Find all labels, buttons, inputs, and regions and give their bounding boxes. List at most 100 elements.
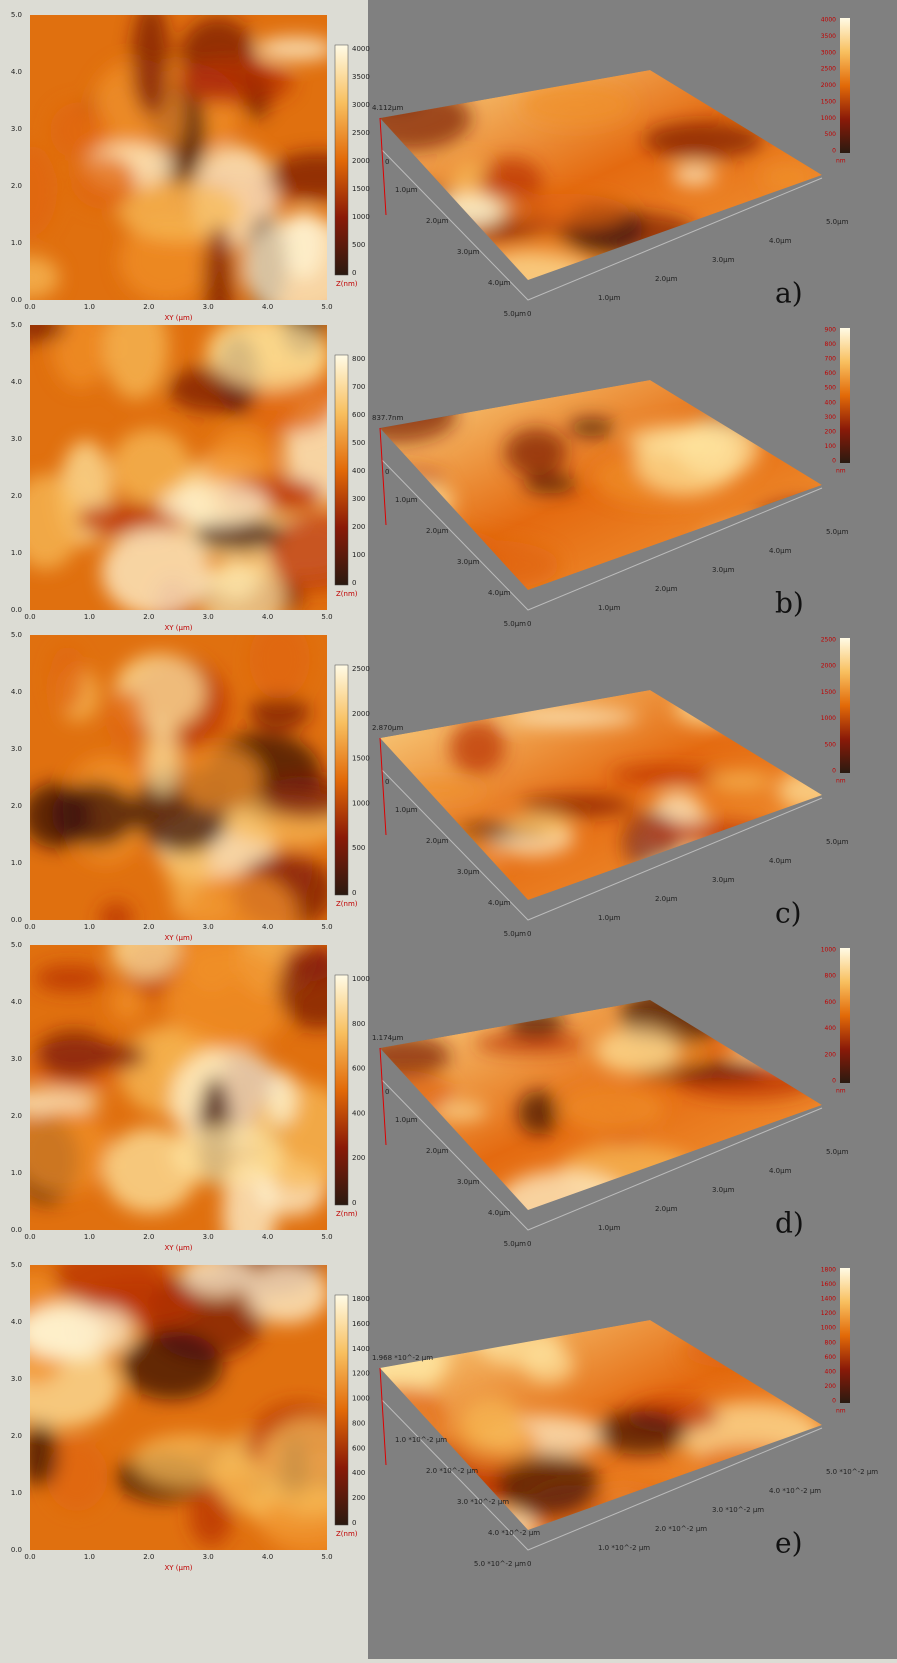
y-tick-label: 0.0 [11,916,22,924]
y-tick-label: 5.0 [11,11,22,19]
depth-tick-label: 3.0µm [457,1178,480,1186]
panel-label: d) [775,1207,804,1240]
y-tick-label: 1.0 [11,549,22,557]
colorbar-tick-label: 400 [352,467,365,475]
map-blob [182,872,297,957]
colorbar-tick-label: 0 [352,579,356,587]
height-map [0,1235,369,1558]
map-blob [104,296,168,399]
depth-tick-label: 4.0µm [488,279,511,287]
side-colorbar-tick: 0 [832,458,836,465]
map-blob [54,1246,166,1308]
depth-tick-label: 3.0µm [457,558,480,566]
x-tick-label: 5.0 [321,923,332,931]
colorbar-tick-label: 2000 [352,157,370,165]
side-colorbar-tick: 200 [825,1383,837,1390]
side-colorbar-tick: 1500 [821,689,836,696]
x-tick-label: 4.0 [262,1233,273,1241]
surface-blob [506,813,573,841]
height-label: 837.7nm [372,414,403,422]
origin-label: 0 [527,310,531,318]
x-tick-label: 0.0 [24,923,35,931]
front-tick-label: 3.0µm [712,256,735,264]
map-blob [249,620,310,699]
x-tick-label: 5.0 [321,1553,332,1561]
colorbar-tick-label: 3000 [352,101,370,109]
surface-blob [520,84,633,126]
colorbar [335,1295,348,1525]
colorbar-tick-label: 0 [352,1199,356,1207]
front-tick-label: 4.0µm [769,237,792,245]
y-tick-label: 0.0 [11,1546,22,1554]
x-tick-label: 0.0 [24,1233,35,1241]
side-colorbar-tick: 800 [825,973,837,980]
x-tick-label: 2.0 [143,613,154,621]
front-tick-label: 2.0µm [655,1205,678,1213]
x-tick-label: 3.0 [203,1553,214,1561]
side-colorbar-tick: 200 [825,428,837,435]
height-map [1,2,367,330]
front-tick-label: 3.0µm [712,566,735,574]
map-blob [268,516,364,591]
surface-blob [524,474,577,493]
colorbar-tick-label: 4000 [352,45,370,53]
colorbar-tick-label: 2500 [352,129,370,137]
height-map [0,900,359,1267]
side-colorbar-tick: 800 [825,341,837,348]
front-tick-label: 5.0µm [826,1148,849,1156]
depth-tick-label: 5.0µm [504,930,527,938]
side-colorbar-tick: 600 [825,999,837,1006]
y-tick-label: 4.0 [11,1318,22,1326]
depth-tick-label: 1.0µm [395,186,418,194]
x-tick-label: 3.0 [203,613,214,621]
origin-label: 0 [527,1240,531,1248]
side-colorbar-tick: 500 [825,385,837,392]
side-colorbar-unit: nm [836,778,846,785]
colorbar-tick-label: 600 [352,1444,365,1452]
x-tick-label: 5.0 [321,303,332,311]
front-tick-label: 2.0µm [655,585,678,593]
side-colorbar-tick: 0 [832,1398,836,1405]
height-map [22,620,355,958]
zero-label: 0 [385,468,389,476]
y-tick-label: 4.0 [11,998,22,1006]
colorbar-tick-label: 1000 [352,799,370,807]
side-colorbar-tick: 500 [825,741,837,748]
surface-blob [497,1453,600,1518]
y-tick-label: 0.0 [11,1226,22,1234]
depth-tick-label: 4.0µm [488,899,511,907]
side-colorbar-tick: 1000 [821,947,836,954]
map-blob [36,1030,111,1079]
colorbar-tick-label: 2000 [352,710,370,718]
colorbar-tick-label: 500 [352,844,365,852]
panel-label: a) [775,277,803,310]
depth-tick-label: 5.0µm [504,620,527,628]
side-colorbar-tick: 800 [825,1339,837,1346]
map-blob [268,1071,298,1126]
x-tick-label: 3.0 [203,1233,214,1241]
y-tick-label: 2.0 [11,1432,22,1440]
map-blob [145,721,180,796]
side-colorbar-tick: 1800 [821,1267,836,1274]
map-blob [208,320,330,389]
front-tick-label: 1.0 *10^-2 µm [598,1544,650,1552]
colorbar-tick-label: 100 [352,551,365,559]
map-blob [110,984,143,1022]
side-colorbar-tick: 400 [825,1368,837,1375]
side-colorbar-tick: 2500 [821,66,836,73]
y-tick-label: 2.0 [11,492,22,500]
y-tick-label: 5.0 [11,1261,22,1269]
y-tick-label: 3.0 [11,435,22,443]
surface-blob [596,1410,687,1454]
colorbar-tick-label: 800 [352,1020,365,1028]
depth-tick-label: 4.0 *10^-2 µm [488,1529,540,1537]
map-blob [99,902,133,935]
side-colorbar-tick: 1600 [821,1281,836,1288]
y-tick-label: 1.0 [11,1169,22,1177]
front-tick-label: 4.0µm [769,1167,792,1175]
depth-tick-label: 2.0µm [426,1147,449,1155]
front-tick-label: 5.0 *10^-2 µm [826,1468,878,1476]
side-colorbar-tick: 1500 [821,98,836,105]
side-colorbar-tick: 400 [825,399,837,406]
side-colorbar [840,1268,850,1403]
